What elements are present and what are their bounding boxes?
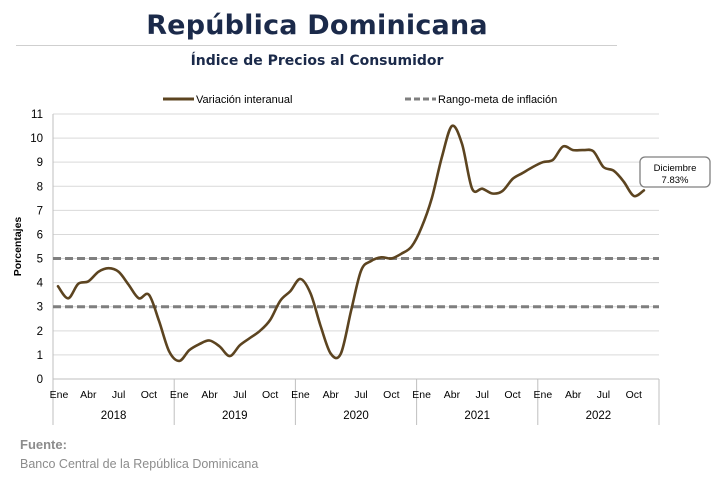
- annotation-value: 7.83%: [662, 175, 689, 186]
- source-text: Banco Central de la República Dominicana: [20, 457, 259, 471]
- x-month-label: Abr: [565, 389, 582, 401]
- x-month-label: Ene: [291, 389, 310, 401]
- x-month-label: Oct: [504, 389, 520, 401]
- x-year-label: 2021: [464, 410, 490, 422]
- x-month-label: Ene: [534, 389, 553, 401]
- x-month-label: Jul: [233, 389, 246, 401]
- x-month-label: Oct: [262, 389, 278, 401]
- chart-subtitle: Índice de Precios al Consumidor: [190, 53, 444, 69]
- series-layer: [56, 124, 646, 363]
- x-month-label: Oct: [383, 389, 399, 401]
- x-month-label: Ene: [50, 389, 69, 401]
- legend-label-variacion: Variación interanual: [196, 94, 292, 106]
- legend-label-rango: Rango-meta de inflación: [438, 94, 557, 106]
- y-tick-label: 10: [30, 133, 43, 145]
- x-month-label: Jul: [112, 389, 125, 401]
- x-month-label: Oct: [141, 389, 157, 401]
- y-tick-label: 9: [37, 157, 43, 169]
- y-tick-label: 6: [37, 229, 43, 241]
- x-month-label: Jul: [476, 389, 489, 401]
- x-month-label: Ene: [170, 389, 189, 401]
- grid-lines: [53, 113, 659, 356]
- x-month-label: Abr: [444, 389, 461, 401]
- x-month-label: Oct: [626, 389, 642, 401]
- y-tick-label: 2: [37, 326, 43, 338]
- x-month-label: Ene: [412, 389, 431, 401]
- y-tick-label: 1: [37, 350, 43, 362]
- y-tick-label: 11: [31, 109, 43, 121]
- page-title: República Dominicana: [146, 10, 488, 41]
- x-year-label: 2018: [101, 410, 127, 422]
- title-divider: [16, 45, 617, 46]
- x-year-label: 2022: [586, 410, 612, 422]
- x-month-label: Abr: [323, 389, 340, 401]
- annotation-month: Diciembre: [654, 163, 697, 174]
- y-tick-label: 4: [37, 278, 44, 290]
- axes: [52, 114, 660, 425]
- axis-labels: 0 1 2 3 4 5 6 7 8 9 10 11 Porcentajes Ene Abr Jul Oct 201…: [12, 109, 642, 422]
- y-tick-label: 5: [37, 254, 43, 266]
- annotation-box: [639, 156, 711, 188]
- x-month-label: Abr: [201, 389, 218, 401]
- x-year-label: 2019: [222, 410, 248, 422]
- x-month-label: Jul: [354, 389, 367, 401]
- y-tick-label: 8: [37, 181, 43, 193]
- x-month-label: Abr: [80, 389, 97, 401]
- y-tick-label: 7: [37, 205, 43, 217]
- x-month-label: Jul: [597, 389, 610, 401]
- y-tick-label: 0: [37, 374, 43, 386]
- source-label: Fuente:: [20, 437, 67, 452]
- x-year-label: 2020: [343, 410, 369, 422]
- y-tick-label: 3: [37, 302, 43, 314]
- legend: Variación interanual Rango-meta de inflac…: [163, 94, 557, 106]
- series-line-variacion-interanual: [56, 124, 646, 363]
- y-axis-title: Porcentajes: [12, 217, 24, 277]
